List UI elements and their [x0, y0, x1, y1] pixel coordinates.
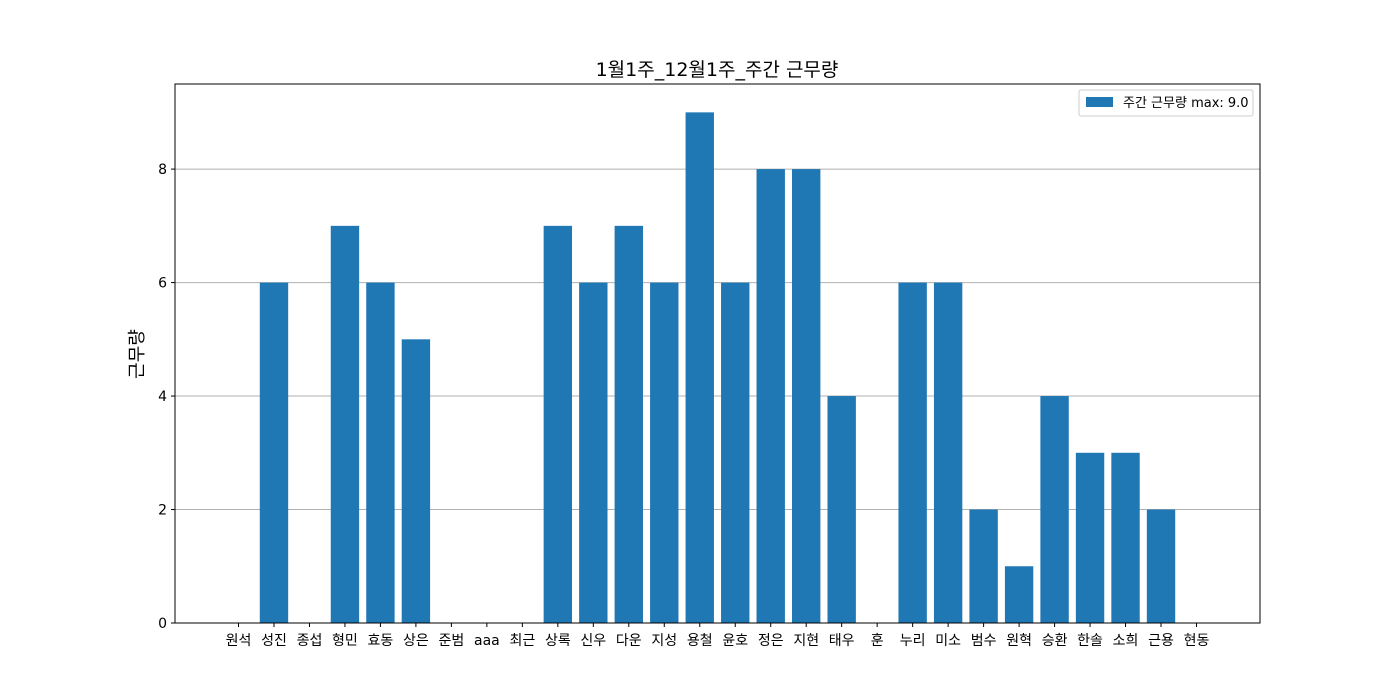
bar-5: [401, 339, 431, 623]
x-tick-label: 지현: [793, 633, 819, 649]
x-tick-label: aaa: [474, 633, 500, 649]
bar-21: [969, 509, 998, 623]
x-tick-label: 승환: [1042, 633, 1068, 649]
chart-title: 1월1주_12월1주_주간 근무량: [596, 59, 839, 81]
legend-swatch: [1086, 97, 1113, 107]
x-tick-label: 종섭: [297, 633, 323, 649]
bar-11: [614, 225, 643, 623]
x-tick-label: 신우: [580, 633, 606, 649]
x-tick-label: 용철: [687, 633, 713, 649]
y-tick-label: 8: [158, 162, 167, 178]
x-tick-label: 태우: [829, 633, 855, 649]
x-tick-label: 한솔: [1077, 633, 1103, 649]
bar-25: [1111, 452, 1140, 623]
bar-26: [1146, 509, 1176, 623]
x-tick-label: 준범: [439, 633, 465, 649]
bars: [259, 112, 1176, 624]
y-tick-label: 0: [158, 616, 167, 632]
x-tick-label: 상은: [403, 633, 429, 649]
bar-1: [259, 282, 289, 623]
x-tick-label: 윤호: [722, 633, 748, 649]
x-tick-label: 형민: [332, 633, 358, 649]
y-axis: 0 2 4 6 8: [158, 162, 175, 632]
bar-13: [685, 112, 714, 624]
x-tick-label: 원혁: [1006, 633, 1032, 649]
x-tick-label: 상록: [545, 633, 571, 649]
bar-14: [721, 282, 750, 623]
x-tick-label: 성진: [261, 633, 287, 649]
x-tick-label: 근용: [1148, 633, 1174, 649]
x-tick-label: 다운: [616, 633, 642, 649]
x-tick-label: 효동: [368, 633, 394, 649]
x-tick-label: 지성: [651, 633, 677, 649]
legend-label: 주간 근무량 max: 9.0: [1123, 96, 1249, 111]
bar-3: [330, 225, 360, 623]
bar-19: [898, 282, 927, 623]
x-tick-label: 범수: [971, 633, 997, 649]
bar-23: [1040, 396, 1069, 623]
y-tick-label: 2: [158, 503, 167, 519]
bar-20: [933, 282, 963, 623]
bar-12: [650, 282, 679, 623]
x-tick-label: 정은: [758, 633, 784, 649]
y-axis-label: 근무량: [127, 329, 148, 379]
x-tick-label: 최근: [509, 633, 535, 649]
bar-17: [827, 396, 856, 623]
bar-24: [1075, 452, 1105, 623]
y-tick-label: 6: [158, 276, 167, 292]
x-tick-label: 누리: [900, 633, 926, 649]
x-axis: 원석 성진 종섭 형민 효동 상은 준범 aaa 최근 상록 신우 다운 지성 용철 윤호 정은 지현 태우 훈 누리…: [226, 623, 1210, 649]
legend-box: [1078, 89, 1254, 117]
x-tick-label: 소희: [1113, 633, 1139, 649]
x-tick-label: 현동: [1184, 633, 1210, 649]
bar-4: [366, 282, 395, 623]
bar-15: [756, 169, 785, 623]
bar-9: [543, 225, 573, 623]
x-tick-label: 훈: [871, 633, 884, 649]
bar-22: [1004, 566, 1034, 623]
y-tick-label: 4: [158, 389, 167, 405]
bar-16: [792, 169, 821, 623]
x-tick-label: 미소: [935, 633, 961, 649]
x-tick-label: 원석: [226, 633, 252, 649]
legend: 주간 근무량 max: 9.0: [1078, 89, 1254, 117]
bar-10: [579, 282, 608, 623]
plot-frame: [174, 83, 1261, 624]
